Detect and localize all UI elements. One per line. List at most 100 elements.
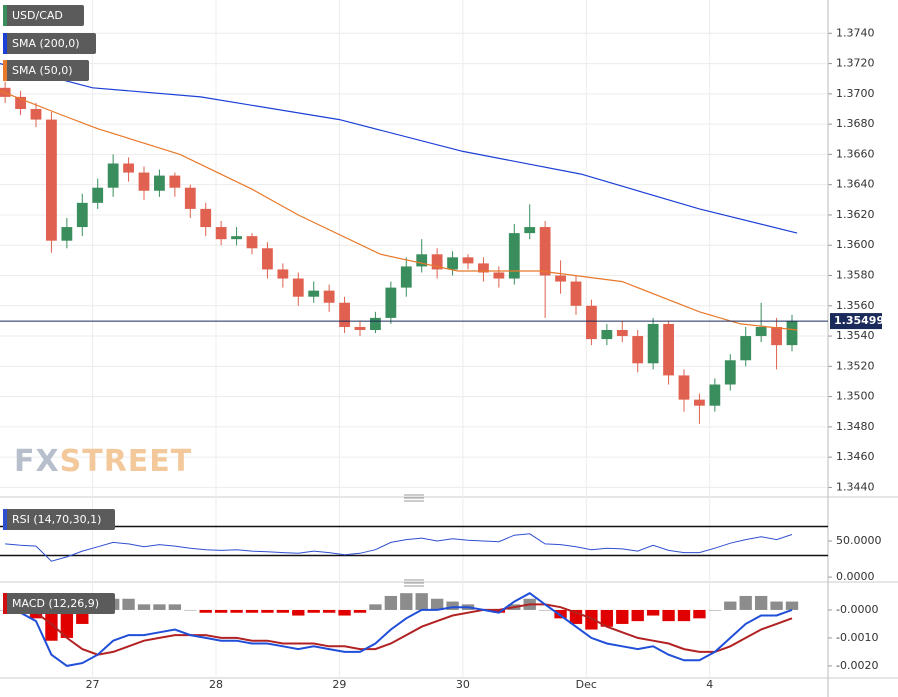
histogram-bar — [245, 609, 259, 613]
candle-body — [308, 290, 320, 297]
candle-body — [385, 287, 397, 318]
candle-body — [740, 336, 752, 361]
histogram-bar — [307, 609, 320, 613]
histogram-bar — [168, 604, 182, 610]
candle-body — [663, 323, 674, 376]
histogram-bar — [261, 609, 274, 613]
x-tick-label: 30 — [456, 678, 470, 691]
histogram-bar — [616, 609, 629, 624]
resize-grip[interactable] — [404, 494, 424, 502]
candle-body — [709, 384, 721, 406]
candle-body — [524, 227, 536, 234]
histogram-bar — [708, 609, 722, 611]
candle-body — [493, 272, 505, 279]
candle-body — [339, 302, 350, 327]
histogram-bar — [693, 609, 706, 619]
y-tick-label: -0.0000 — [836, 603, 878, 616]
candle-body — [231, 236, 242, 240]
rsi-line — [5, 533, 793, 562]
histogram-bar — [785, 601, 799, 610]
histogram-bar — [677, 609, 691, 622]
candle-body — [107, 163, 119, 188]
candle-body — [92, 187, 104, 203]
legend-label: USD/CAD — [12, 9, 63, 22]
candle-body — [755, 326, 767, 337]
x-tick-label: Dec — [576, 678, 597, 691]
candle-body — [277, 269, 289, 279]
histogram-bar — [662, 609, 675, 622]
candle-body — [138, 172, 150, 191]
candle-body — [555, 275, 566, 282]
candle-body — [678, 375, 690, 400]
histogram-bar — [214, 609, 228, 613]
legend-box — [3, 593, 115, 614]
candle-body — [76, 202, 88, 228]
y-tick-label: 50.0000 — [836, 534, 882, 547]
candle-body — [15, 96, 26, 109]
histogram-bar — [724, 601, 737, 610]
y-tick-label: 0.0000 — [836, 570, 875, 583]
candle-body — [184, 187, 196, 209]
y-tick-label: 1.3480 — [836, 420, 875, 433]
candle-body — [215, 227, 227, 240]
histogram-bar — [353, 609, 367, 613]
candle-body — [462, 257, 474, 264]
legend-box — [3, 60, 89, 81]
candle-body — [570, 281, 582, 306]
histogram-bar — [646, 609, 660, 616]
legend-box — [3, 5, 84, 26]
candle-body — [616, 330, 628, 337]
histogram-bar — [538, 609, 552, 611]
y-tick-label: 1.3560 — [836, 299, 875, 312]
candle-body — [169, 175, 181, 188]
candle-body — [694, 399, 705, 406]
y-tick-label: 1.3700 — [836, 87, 875, 100]
candle-body — [771, 326, 782, 346]
candle-body — [586, 305, 597, 340]
candle-body — [246, 236, 258, 249]
candle-body — [647, 323, 659, 364]
candle-body — [447, 257, 458, 270]
candle-body — [370, 317, 381, 330]
histogram-bar — [492, 609, 506, 613]
candle-body — [123, 163, 134, 173]
candle-body — [292, 278, 304, 297]
histogram-bar — [739, 595, 752, 610]
histogram-bar — [153, 604, 166, 610]
resize-grip[interactable] — [404, 579, 424, 587]
y-tick-label: 1.3660 — [836, 147, 875, 160]
last-price-box — [830, 313, 882, 330]
x-tick-label: 29 — [332, 678, 346, 691]
candle-body — [46, 119, 57, 241]
sma-line — [0, 90, 798, 331]
candle-body — [200, 208, 212, 228]
legend-label: RSI (14,70,30,1) — [12, 513, 101, 526]
legend-label: SMA (50,0) — [12, 64, 73, 77]
histogram-bar — [446, 601, 459, 610]
histogram-bar — [184, 609, 197, 611]
candle-body — [154, 175, 165, 191]
x-tick-label: 27 — [86, 678, 100, 691]
candle-body — [539, 227, 551, 276]
x-tick-label: 4 — [706, 678, 713, 691]
candle-body — [508, 233, 520, 279]
candle-body — [431, 254, 443, 270]
y-tick-label: 1.3620 — [836, 208, 875, 221]
macd-line — [4, 592, 793, 667]
candle-body — [478, 263, 489, 273]
signal-line — [5, 603, 793, 656]
y-tick-label: 1.3600 — [836, 238, 875, 251]
histogram-bar — [554, 609, 567, 619]
last-price-label: 1.35499 — [834, 314, 884, 327]
histogram-bar — [230, 609, 243, 613]
histogram-bar — [415, 593, 428, 610]
histogram-bar — [60, 609, 74, 638]
histogram-bar — [292, 609, 305, 616]
histogram-bar — [322, 609, 336, 613]
y-tick-label: 1.3540 — [836, 329, 875, 342]
histogram-bar — [754, 595, 768, 610]
y-tick-label: 1.3740 — [836, 26, 875, 39]
candle-body — [354, 326, 366, 330]
